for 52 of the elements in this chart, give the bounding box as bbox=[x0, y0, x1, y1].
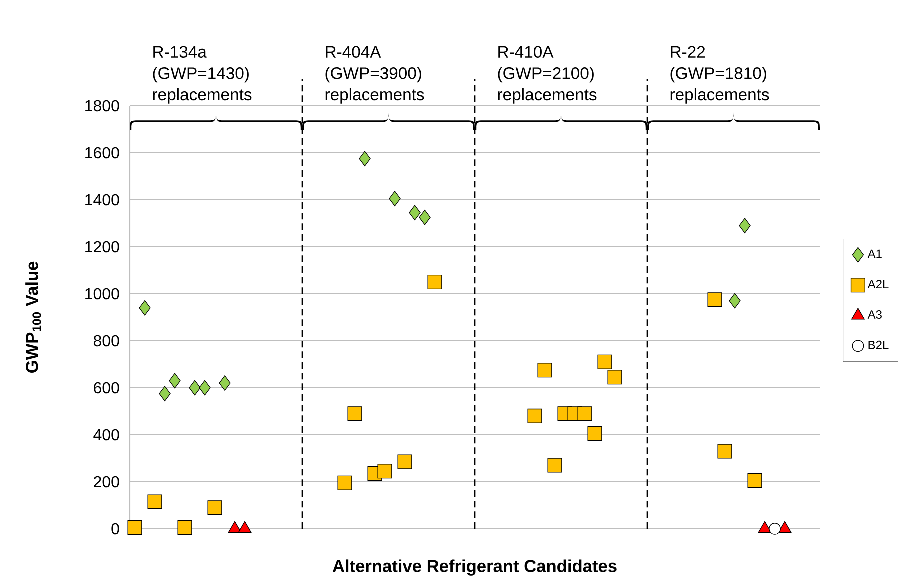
point bbox=[199, 380, 211, 396]
text: R-134a (GWP=1430) replacements bbox=[153, 46, 252, 104]
point bbox=[548, 458, 562, 473]
point bbox=[419, 210, 431, 226]
point bbox=[608, 370, 622, 385]
y-axis-title: GWP$_{100}$ Value bbox=[26, 262, 42, 373]
point bbox=[208, 500, 222, 516]
y-tick-label: 0 bbox=[112, 523, 120, 535]
y-tick-label: 1400 bbox=[86, 194, 120, 206]
text: R-22 (GWP=1810) replacements bbox=[670, 46, 770, 104]
y-tick-label: 600 bbox=[94, 382, 120, 394]
point bbox=[428, 274, 442, 290]
y-tick-label: 1800 bbox=[86, 100, 120, 112]
point bbox=[338, 476, 352, 490]
point bbox=[739, 218, 751, 234]
y-tick-label: 200 bbox=[94, 476, 120, 488]
point bbox=[528, 408, 542, 424]
point bbox=[159, 386, 171, 402]
y-tick-label: 1600 bbox=[86, 147, 120, 159]
point bbox=[538, 363, 552, 378]
y-tick-label: 800 bbox=[94, 335, 120, 347]
point bbox=[598, 354, 612, 370]
y-tick-label: 1200 bbox=[86, 241, 120, 253]
point bbox=[708, 292, 722, 308]
point bbox=[219, 376, 231, 391]
point bbox=[139, 300, 151, 316]
point bbox=[578, 406, 592, 422]
point bbox=[409, 205, 421, 221]
point bbox=[148, 494, 162, 510]
point bbox=[359, 151, 371, 167]
point bbox=[588, 426, 602, 442]
x-axis-title: Alternative Refrigerant Candidates bbox=[332, 560, 617, 576]
text: R-410A (GWP=2100) replacements bbox=[498, 46, 597, 104]
point bbox=[178, 520, 192, 536]
legend-label: A3 bbox=[868, 310, 882, 320]
point bbox=[378, 464, 392, 479]
point bbox=[748, 474, 762, 488]
legend-label: B2L bbox=[868, 340, 889, 350]
point bbox=[729, 293, 741, 309]
point bbox=[169, 373, 181, 389]
point bbox=[769, 523, 781, 535]
legend-label: A1 bbox=[868, 250, 882, 258]
point bbox=[348, 406, 362, 422]
point bbox=[718, 444, 732, 459]
y-tick-label: 1000 bbox=[86, 288, 120, 300]
point bbox=[389, 191, 401, 206]
point bbox=[128, 520, 142, 536]
y-tick-label: 400 bbox=[94, 429, 120, 441]
text: R-404A (GWP=3900) replacements bbox=[326, 46, 424, 104]
point bbox=[189, 380, 201, 396]
point bbox=[398, 454, 412, 470]
legend-label: A2L bbox=[868, 280, 889, 289]
